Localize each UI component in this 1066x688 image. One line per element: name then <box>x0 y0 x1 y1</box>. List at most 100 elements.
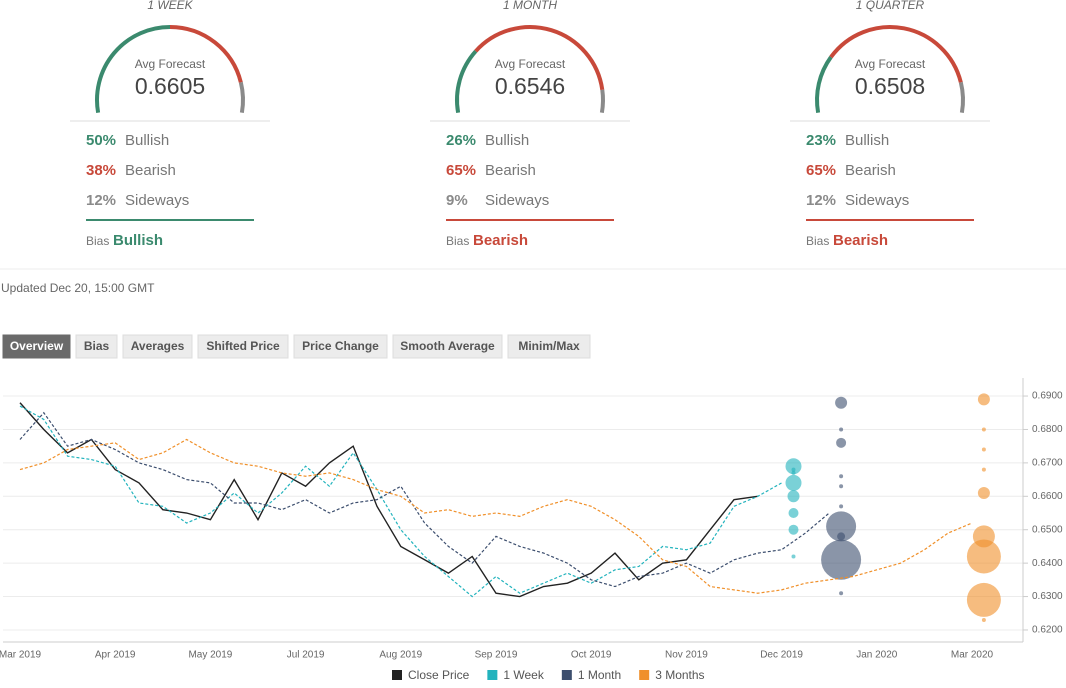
x-tick-label: May 2019 <box>188 650 232 661</box>
bias-label: Bias <box>446 234 469 248</box>
tab[interactable] <box>2 334 71 359</box>
forecast-bubble <box>835 396 848 409</box>
tab-label[interactable]: Bias <box>84 339 110 353</box>
x-tick-label: Mar 2019 <box>0 650 42 661</box>
gauge-period: 1 QUARTER <box>856 0 925 12</box>
forecast-bubble <box>788 524 799 535</box>
avg-label: Avg Forecast <box>135 57 206 71</box>
forecast-bubble <box>966 539 1001 574</box>
series-line <box>19 402 758 598</box>
bias-value: Bearish <box>833 232 888 249</box>
bullish-pct: 50% <box>86 132 116 149</box>
x-tick-label: Nov 2019 <box>665 650 708 661</box>
tab[interactable] <box>392 334 503 359</box>
avg-value: 0.6546 <box>495 73 565 99</box>
bearish-pct: 65% <box>806 162 836 179</box>
tab-label[interactable]: Shifted Price <box>206 339 280 353</box>
x-tick-label: Oct 2019 <box>571 650 612 661</box>
bearish-pct: 38% <box>86 162 116 179</box>
y-tick-label: 0.6400 <box>1032 558 1063 569</box>
forecast-bubble <box>839 591 844 596</box>
legend-label[interactable]: Close Price <box>408 668 470 682</box>
tab[interactable] <box>293 334 388 359</box>
bullish-label: Bullish <box>125 132 169 149</box>
bias-value: Bullish <box>113 232 163 249</box>
bias-value: Bearish <box>473 232 528 249</box>
gauge-period: 1 MONTH <box>503 0 557 12</box>
y-tick-label: 0.6900 <box>1032 391 1063 402</box>
avg-label: Avg Forecast <box>495 57 566 71</box>
tab-label[interactable]: Smooth Average <box>400 339 495 353</box>
sideways-pct: 12% <box>806 192 836 209</box>
y-tick-label: 0.6300 <box>1032 591 1063 602</box>
forecast-bubble <box>791 554 796 559</box>
gauge-arc <box>599 89 605 114</box>
forecast-bubble <box>977 393 990 406</box>
legend-label[interactable]: 1 Week <box>503 668 544 682</box>
bearish-label: Bearish <box>845 162 896 179</box>
gauge-arc <box>815 55 833 114</box>
forecast-bubble <box>826 511 857 542</box>
avg-value: 0.6508 <box>855 73 925 99</box>
forecast-bubble <box>787 490 800 503</box>
forecast-bubble <box>839 504 844 509</box>
sideways-label: Sideways <box>125 192 189 209</box>
forecast-bubble <box>785 458 802 475</box>
sideways-label: Sideways <box>485 192 549 209</box>
gauge-arc <box>455 49 478 114</box>
series-line <box>19 438 973 594</box>
tab-label[interactable]: Overview <box>10 339 64 353</box>
legend-swatch[interactable] <box>487 670 498 680</box>
gauge-arc <box>829 25 963 83</box>
y-tick-label: 0.6600 <box>1032 491 1063 502</box>
avg-value: 0.6605 <box>135 73 205 99</box>
gauge-arc <box>238 81 245 114</box>
forecast-bubble <box>837 532 846 541</box>
updated: Updated Dec 20, 15:00 GMT <box>1 281 155 295</box>
bullish-pct: 26% <box>446 132 476 149</box>
legend-swatch[interactable] <box>639 670 650 680</box>
bullish-label: Bullish <box>845 132 889 149</box>
x-tick-label: Aug 2019 <box>379 650 422 661</box>
x-tick-label: Sep 2019 <box>475 650 518 661</box>
forecast-bubble <box>821 539 862 580</box>
series-line <box>19 405 782 598</box>
y-tick-label: 0.6500 <box>1032 524 1063 535</box>
y-tick-label: 0.6800 <box>1032 424 1063 435</box>
legend-label[interactable]: 3 Months <box>655 668 704 682</box>
forecast-bubble <box>791 467 796 472</box>
bearish-pct: 65% <box>446 162 476 179</box>
tab[interactable] <box>507 334 591 359</box>
sideways-label: Sideways <box>845 192 909 209</box>
sideways-pct: 12% <box>86 192 116 209</box>
tab-label[interactable]: Price Change <box>302 339 379 353</box>
forecast-bubble <box>839 427 844 432</box>
sideways-pct: 9% <box>446 192 468 209</box>
gauge-arc <box>169 25 243 83</box>
gauge-period: 1 WEEK <box>147 0 193 12</box>
forecast-bubble <box>839 474 844 479</box>
gauge-arc <box>958 81 965 114</box>
forecast-bubble <box>785 474 802 491</box>
tab-label[interactable]: Averages <box>131 339 185 353</box>
bullish-pct: 23% <box>806 132 836 149</box>
forecast-bubble <box>981 617 986 622</box>
tab-label[interactable]: Minim/Max <box>518 339 580 353</box>
x-tick-label: Mar 2020 <box>951 650 994 661</box>
x-tick-label: Jan 2020 <box>856 650 898 661</box>
gauge-arc <box>95 25 171 114</box>
forecast-bubble <box>791 470 796 475</box>
x-tick-label: Jul 2019 <box>287 650 325 661</box>
tab[interactable] <box>197 334 289 359</box>
legend-swatch[interactable] <box>561 670 572 680</box>
series-line <box>19 411 830 588</box>
tab[interactable] <box>75 334 118 359</box>
forecast-bubble <box>839 484 844 489</box>
tab[interactable] <box>122 334 193 359</box>
avg-label: Avg Forecast <box>855 57 926 71</box>
x-tick-label: Apr 2019 <box>95 650 136 661</box>
legend-label[interactable]: 1 Month <box>578 668 621 682</box>
legend-swatch[interactable] <box>392 670 402 680</box>
forecast-bubble <box>966 582 1001 617</box>
